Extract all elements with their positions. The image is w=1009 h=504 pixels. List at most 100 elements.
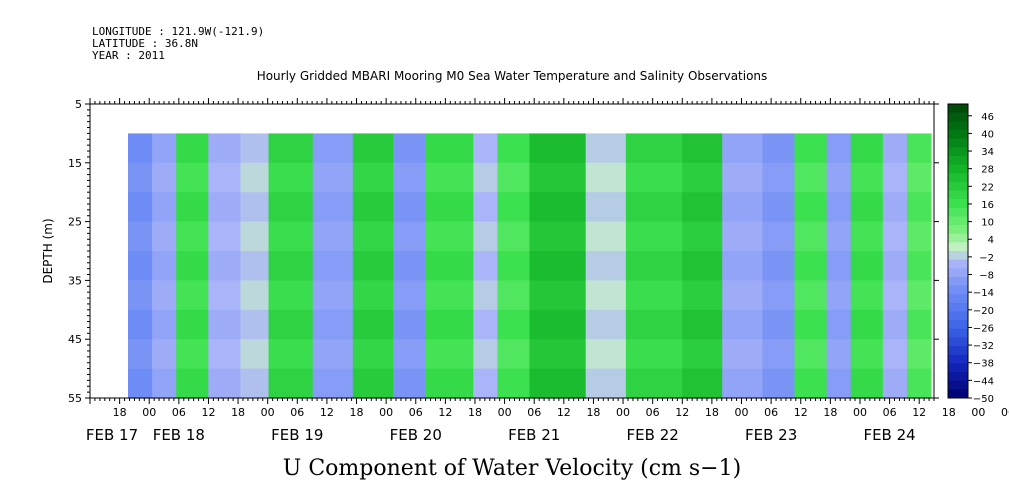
heatmap-cell xyxy=(906,221,932,252)
colorbar-swatch xyxy=(948,190,968,200)
colorbar-label: 4 xyxy=(988,235,994,246)
heatmap-cell xyxy=(393,339,426,370)
heatmap-cell xyxy=(352,368,394,399)
colorbar-label: 40 xyxy=(981,129,994,140)
colorbar-swatch xyxy=(948,121,968,131)
heatmap-cell xyxy=(208,280,241,311)
heatmap-cell xyxy=(682,221,723,252)
heatmap-cell xyxy=(312,192,354,223)
heatmap-cell xyxy=(826,221,852,252)
heatmap-cell xyxy=(128,162,153,193)
heatmap-cell xyxy=(268,133,314,164)
heatmap-cell xyxy=(585,192,627,223)
x-hour-label: 00 xyxy=(971,406,985,419)
heatmap-cell xyxy=(794,192,828,223)
heatmap-cell xyxy=(826,309,852,340)
heatmap-cell xyxy=(882,251,908,281)
chart-title: Hourly Gridded MBARI Mooring M0 Sea Wate… xyxy=(257,69,768,83)
x-axis-label: U Component of Water Velocity (cm s−1) xyxy=(283,456,741,481)
heatmap-cell xyxy=(473,133,498,164)
heatmap-cell xyxy=(529,309,587,340)
colorbar-swatch xyxy=(948,285,968,295)
heatmap-cell xyxy=(625,133,683,164)
colorbar-label: −2 xyxy=(979,253,994,264)
colorbar-swatch xyxy=(948,259,968,269)
x-hour-label: 06 xyxy=(764,406,778,419)
heatmap-cell xyxy=(152,162,177,193)
x-hour-label: 18 xyxy=(468,406,482,419)
heatmap-cell xyxy=(497,162,531,193)
heatmap-cell xyxy=(794,339,828,370)
heatmap-cell xyxy=(473,251,498,281)
heatmap-cell xyxy=(128,280,153,311)
heatmap-cell xyxy=(352,192,394,223)
colorbar-swatch xyxy=(948,233,968,243)
heatmap-cell xyxy=(268,280,314,311)
heatmap-cell xyxy=(882,368,908,399)
heatmap-cell xyxy=(585,280,627,311)
x-hour-label: 06 xyxy=(290,406,304,419)
heatmap-cell xyxy=(906,280,932,311)
heatmap-cell xyxy=(762,221,796,252)
heatmap-cell xyxy=(682,133,723,164)
heatmap-cell xyxy=(722,162,763,193)
x-date-label: FEB 20 xyxy=(390,426,442,444)
x-hour-label: 00 xyxy=(616,406,630,419)
heatmap-cell xyxy=(176,339,209,370)
x-hour-label: 18 xyxy=(350,406,364,419)
colorbar-label: −32 xyxy=(973,341,994,352)
x-date-label: FEB 18 xyxy=(153,426,205,444)
colorbar-swatch xyxy=(948,216,968,226)
heatmap-cell xyxy=(425,339,474,370)
colorbar-swatch xyxy=(948,112,968,122)
heatmap-cell xyxy=(497,192,531,223)
colorbar-swatch xyxy=(948,276,968,286)
heatmap-cell xyxy=(176,192,209,223)
heatmap-cell xyxy=(473,162,498,193)
heatmap-cell xyxy=(906,192,932,223)
colorbar-label: −8 xyxy=(979,271,994,282)
heatmap-cell xyxy=(473,368,498,399)
heatmap-cell xyxy=(176,221,209,252)
x-hour-label: 12 xyxy=(320,406,334,419)
heatmap-cell xyxy=(208,339,241,370)
heatmap-cell xyxy=(152,309,177,340)
x-hour-label: 18 xyxy=(823,406,837,419)
colorbar-swatch xyxy=(948,155,968,165)
heatmap-cell xyxy=(882,280,908,311)
colorbar-label: −14 xyxy=(973,288,994,299)
x-hour-label: 18 xyxy=(113,406,127,419)
x-date-label: FEB 24 xyxy=(863,426,915,444)
heatmap-cell xyxy=(176,368,209,399)
colorbar-label: −50 xyxy=(973,394,994,405)
heatmap-cell xyxy=(850,251,884,281)
colorbar-swatch xyxy=(948,320,968,330)
latitude-label: LATITUDE : 36.8N xyxy=(92,37,198,50)
heatmap-cell xyxy=(208,192,241,223)
heatmap-cell xyxy=(352,309,394,340)
heatmap-cell xyxy=(393,192,426,223)
x-date-label: FEB 21 xyxy=(508,426,560,444)
x-hour-label: 00 xyxy=(379,406,393,419)
colorbar-swatch xyxy=(948,147,968,157)
plot-area: 5 15 25 35 45 55 18 00 06 12 18 00 06 12 18 00 06 12 18 00… xyxy=(68,98,1009,444)
heatmap-cell xyxy=(762,133,796,164)
colorbar-swatch xyxy=(948,268,968,278)
colorbar-swatch xyxy=(948,164,968,174)
heatmap-cell xyxy=(312,251,354,281)
heatmap-cell xyxy=(850,368,884,399)
heatmap-cell xyxy=(240,368,270,399)
heatmap-cell xyxy=(208,221,241,252)
heatmap-cell xyxy=(882,192,908,223)
heatmap-cell xyxy=(208,133,241,164)
heatmap-cell xyxy=(682,192,723,223)
x-hour-label: 00 xyxy=(498,406,512,419)
colorbar-swatch xyxy=(948,138,968,148)
colorbar-swatch xyxy=(948,251,968,261)
colorbar-swatch xyxy=(948,242,968,252)
colorbar-label: −26 xyxy=(973,323,994,334)
heatmap-cell xyxy=(529,162,587,193)
heatmap-cell xyxy=(826,192,852,223)
x-hour-label: 06 xyxy=(409,406,423,419)
